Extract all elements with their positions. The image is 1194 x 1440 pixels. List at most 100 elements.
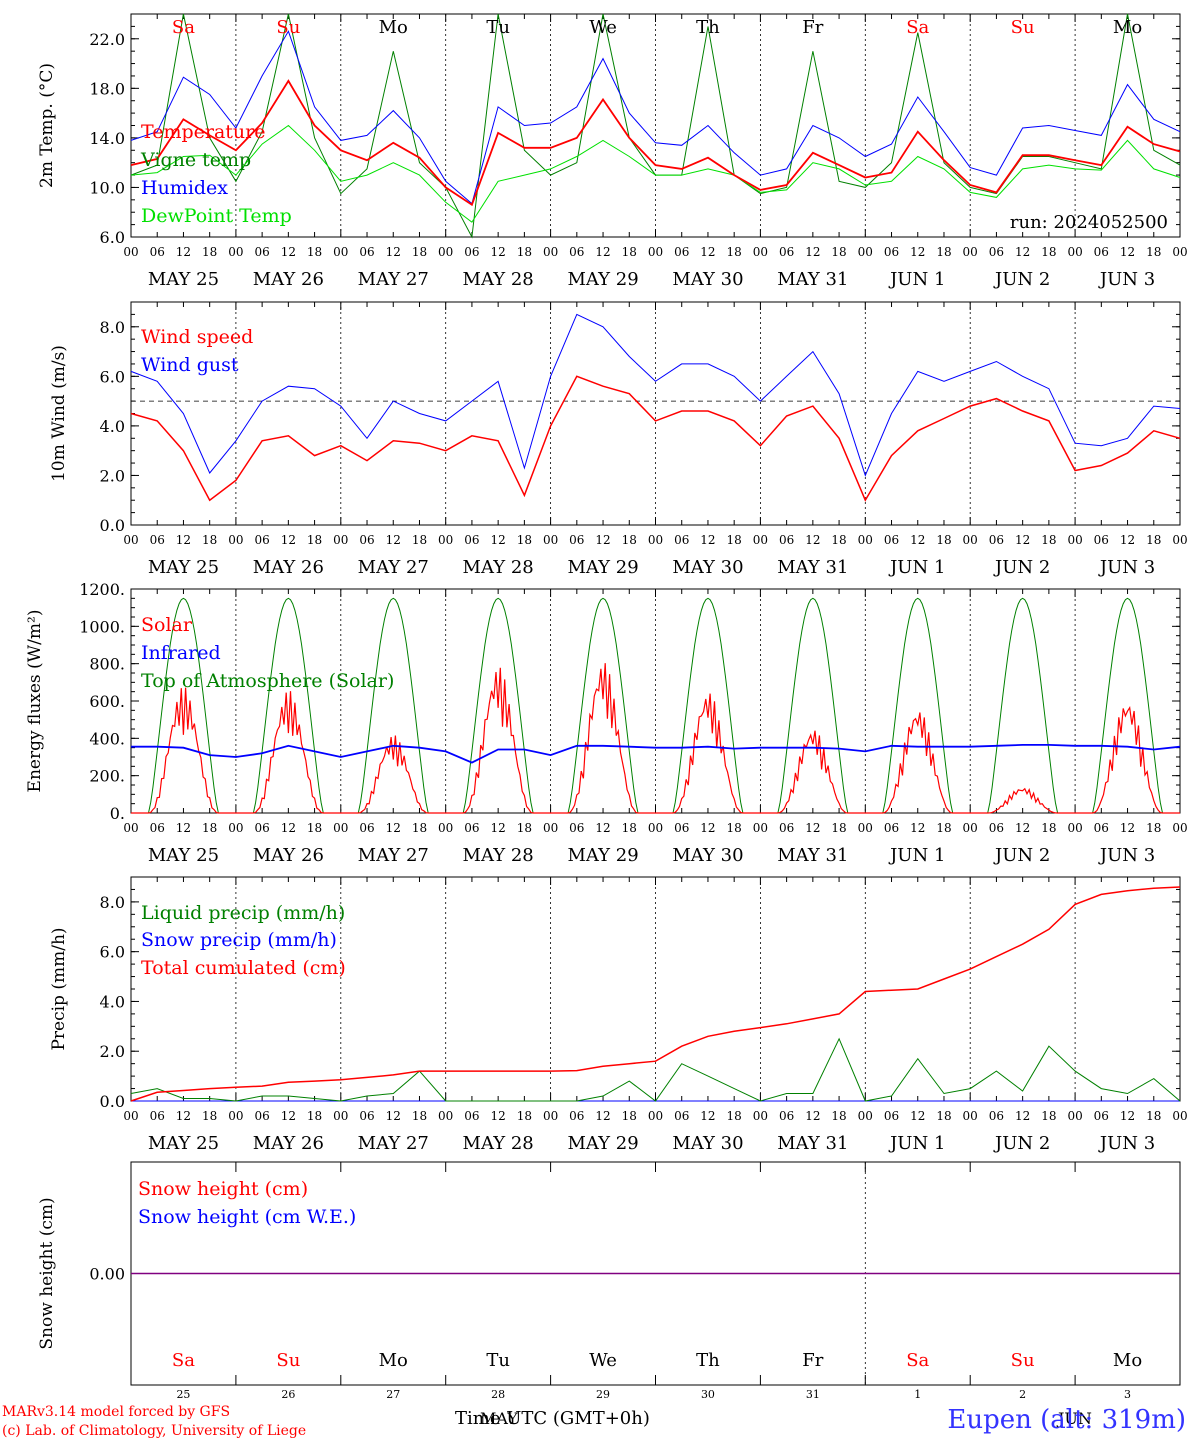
y-axis-label: Energy fluxes (W/m²) — [25, 610, 45, 793]
x-tick-label: 00 — [648, 245, 663, 259]
x-tick-label: 12 — [910, 1109, 925, 1123]
date-label: MAY 30 — [672, 557, 743, 578]
x-tick-label: 18 — [202, 1109, 217, 1123]
x-tick-label: 00 — [438, 1109, 453, 1123]
x-tick-label: 12 — [910, 821, 925, 835]
x-tick-label: 12 — [805, 1109, 820, 1123]
x-tick-label: 18 — [517, 533, 532, 547]
x-tick-label: 06 — [359, 821, 374, 835]
x-tick-label: 00 — [333, 1109, 348, 1123]
x-tick-label: 06 — [359, 533, 374, 547]
weekday-label: Mo — [1113, 1350, 1142, 1371]
weekday-label: Su — [1011, 1350, 1035, 1371]
legend-entry: Solar — [141, 614, 193, 636]
y-tick-label: 1200. — [79, 580, 125, 599]
x-tick-label: 12 — [1120, 245, 1135, 259]
y-tick-label: 6.0 — [100, 367, 125, 386]
x-tick-label: 00 — [123, 1109, 138, 1123]
y-tick-label: 0.0 — [100, 516, 125, 535]
legend-entry: Snow height (cm) — [138, 1178, 308, 1200]
x-tick-label: 00 — [1067, 533, 1082, 547]
legend-entry: Infrared — [141, 642, 221, 664]
weekday-label: Mo — [379, 1350, 408, 1371]
date-label: MAY 25 — [148, 1133, 219, 1154]
date-label: MAY 29 — [567, 557, 638, 578]
x-tick-label: 00 — [963, 533, 978, 547]
x-tick-label: 12 — [386, 533, 401, 547]
y-tick-label: 1000. — [79, 617, 125, 636]
weekday-label: Mo — [379, 17, 408, 38]
x-tick-label: 18 — [412, 245, 427, 259]
date-label: JUN 3 — [1098, 845, 1155, 866]
x-tick-label: 12 — [281, 1109, 296, 1123]
legend-entry: Wind speed — [141, 326, 253, 348]
date-label: MAY 28 — [463, 269, 534, 290]
series-wind-gust-line — [130, 313, 1181, 477]
x-tick-label: 12 — [386, 821, 401, 835]
date-label: MAY 25 — [148, 269, 219, 290]
weekday-label: Su — [276, 1350, 300, 1371]
x-tick-label: 00 — [228, 821, 243, 835]
weekday-label: Sa — [906, 1350, 929, 1371]
x-tick-label: 18 — [622, 245, 637, 259]
x-tick-label: 18 — [307, 245, 322, 259]
x-tick-label: 06 — [884, 533, 899, 547]
x-tick-label: 00 — [543, 821, 558, 835]
date-label: MAY 25 — [148, 557, 219, 578]
x-tick-label: 00 — [333, 245, 348, 259]
x-tick-label: 12 — [491, 245, 506, 259]
x-tick-label: 06 — [779, 533, 794, 547]
x-tick-label: 06 — [989, 533, 1004, 547]
legend-entry: Vigne temp — [140, 149, 251, 171]
date-label: MAY 31 — [777, 269, 848, 290]
legend-entry: Top of Atmosphere (Solar) — [141, 670, 394, 692]
x-tick-label: 12 — [491, 821, 506, 835]
x-tick-label: 00 — [963, 245, 978, 259]
x-tick-label: 12 — [595, 821, 610, 835]
x-tick-label: 00 — [753, 533, 768, 547]
x-tick-label: 18 — [1146, 245, 1161, 259]
weekday-label: We — [589, 1350, 617, 1371]
x-tick-label: 18 — [936, 245, 951, 259]
legend-entry: Wind gust — [141, 354, 239, 376]
x-tick-label: 00 — [753, 821, 768, 835]
x-tick-label: 12 — [700, 821, 715, 835]
x-tick-label: 12 — [910, 245, 925, 259]
legend-entry: Total cumulated (cm) — [141, 957, 346, 979]
date-label: MAY 31 — [777, 1133, 848, 1154]
day-number: 1 — [914, 1388, 921, 1401]
day-number: 31 — [806, 1388, 820, 1401]
date-label: MAY 31 — [777, 845, 848, 866]
x-tick-label: 06 — [569, 245, 584, 259]
x-tick-label: 12 — [176, 1109, 191, 1123]
x-tick-label: 00 — [1067, 821, 1082, 835]
x-tick-label: 18 — [1041, 821, 1056, 835]
x-tick-label: 12 — [176, 821, 191, 835]
station-label: Eupen (alt: 319m) — [947, 1405, 1186, 1435]
x-tick-label: 12 — [595, 245, 610, 259]
x-tick-label: 12 — [281, 821, 296, 835]
x-tick-label: 12 — [176, 245, 191, 259]
x-tick-label: 06 — [359, 245, 374, 259]
x-tick-label: 06 — [674, 533, 689, 547]
weekday-label: Tu — [486, 1350, 510, 1371]
day-number: 30 — [701, 1388, 715, 1401]
date-label: MAY 31 — [777, 557, 848, 578]
x-tick-label: 00 — [648, 533, 663, 547]
x-tick-label: 00 — [1067, 245, 1082, 259]
x-tick-label: 06 — [150, 1109, 165, 1123]
x-tick-label: 00 — [753, 1109, 768, 1123]
y-tick-label: 22.0 — [89, 30, 125, 49]
footer-line2: (c) Lab. of Climatology, University of L… — [2, 1423, 306, 1439]
y-tick-label: 14.0 — [89, 129, 125, 148]
bottom-month-may: MAY — [480, 1409, 518, 1428]
x-tick-label: 18 — [202, 245, 217, 259]
date-label: MAY 27 — [358, 557, 429, 578]
x-tick-label: 00 — [1172, 533, 1187, 547]
x-tick-label: 00 — [1172, 1109, 1187, 1123]
x-tick-label: 00 — [648, 821, 663, 835]
x-tick-label: 06 — [989, 1109, 1004, 1123]
footer-line1: MARv3.14 model forced by GFS — [2, 1404, 230, 1420]
y-tick-label: 600. — [89, 692, 125, 711]
